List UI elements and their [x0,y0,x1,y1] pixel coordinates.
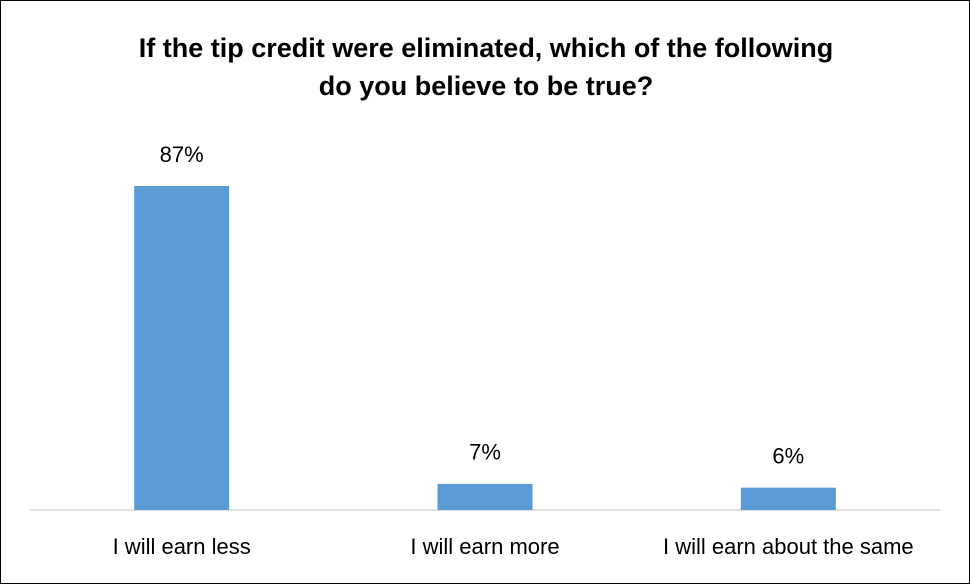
x-tick-label: I will earn about the same [663,534,914,559]
x-tick-label: I will earn more [410,534,559,559]
data-label: 7% [469,440,501,465]
data-label: 87% [160,142,204,167]
x-tick-label: I will earn less [113,534,251,559]
chart-title: If the tip credit were eliminated, which… [138,33,834,101]
bar [740,487,836,510]
bar [134,186,230,510]
data-label: 6% [772,443,804,468]
bar [437,483,533,510]
